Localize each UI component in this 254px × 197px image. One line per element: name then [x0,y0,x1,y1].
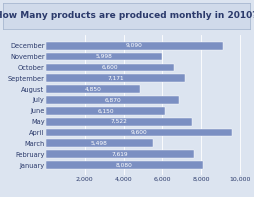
Bar [46,118,191,125]
Text: How Many products are produced monthly in 2010?: How Many products are produced monthly i… [0,11,254,20]
Bar [46,53,162,60]
Text: 6,870: 6,870 [104,98,121,102]
Bar [46,150,193,158]
Text: 6,150: 6,150 [97,108,114,113]
Bar [46,74,184,82]
Bar [46,42,222,50]
Text: 9,090: 9,090 [125,43,142,48]
Text: 8,080: 8,080 [116,163,132,168]
Text: 6,600: 6,600 [101,65,118,70]
Text: 4,850: 4,850 [84,87,101,92]
Bar [46,96,179,104]
Bar [46,139,152,147]
Bar [46,85,140,93]
Text: 7,619: 7,619 [111,152,128,157]
Bar [46,107,165,115]
Bar [46,63,173,71]
Bar [46,129,231,137]
Text: 5,998: 5,998 [95,54,112,59]
Text: 9,600: 9,600 [130,130,147,135]
Text: 5,498: 5,498 [90,141,107,146]
Bar [46,161,202,169]
Text: 7,171: 7,171 [107,76,123,81]
Text: 7,522: 7,522 [110,119,127,124]
